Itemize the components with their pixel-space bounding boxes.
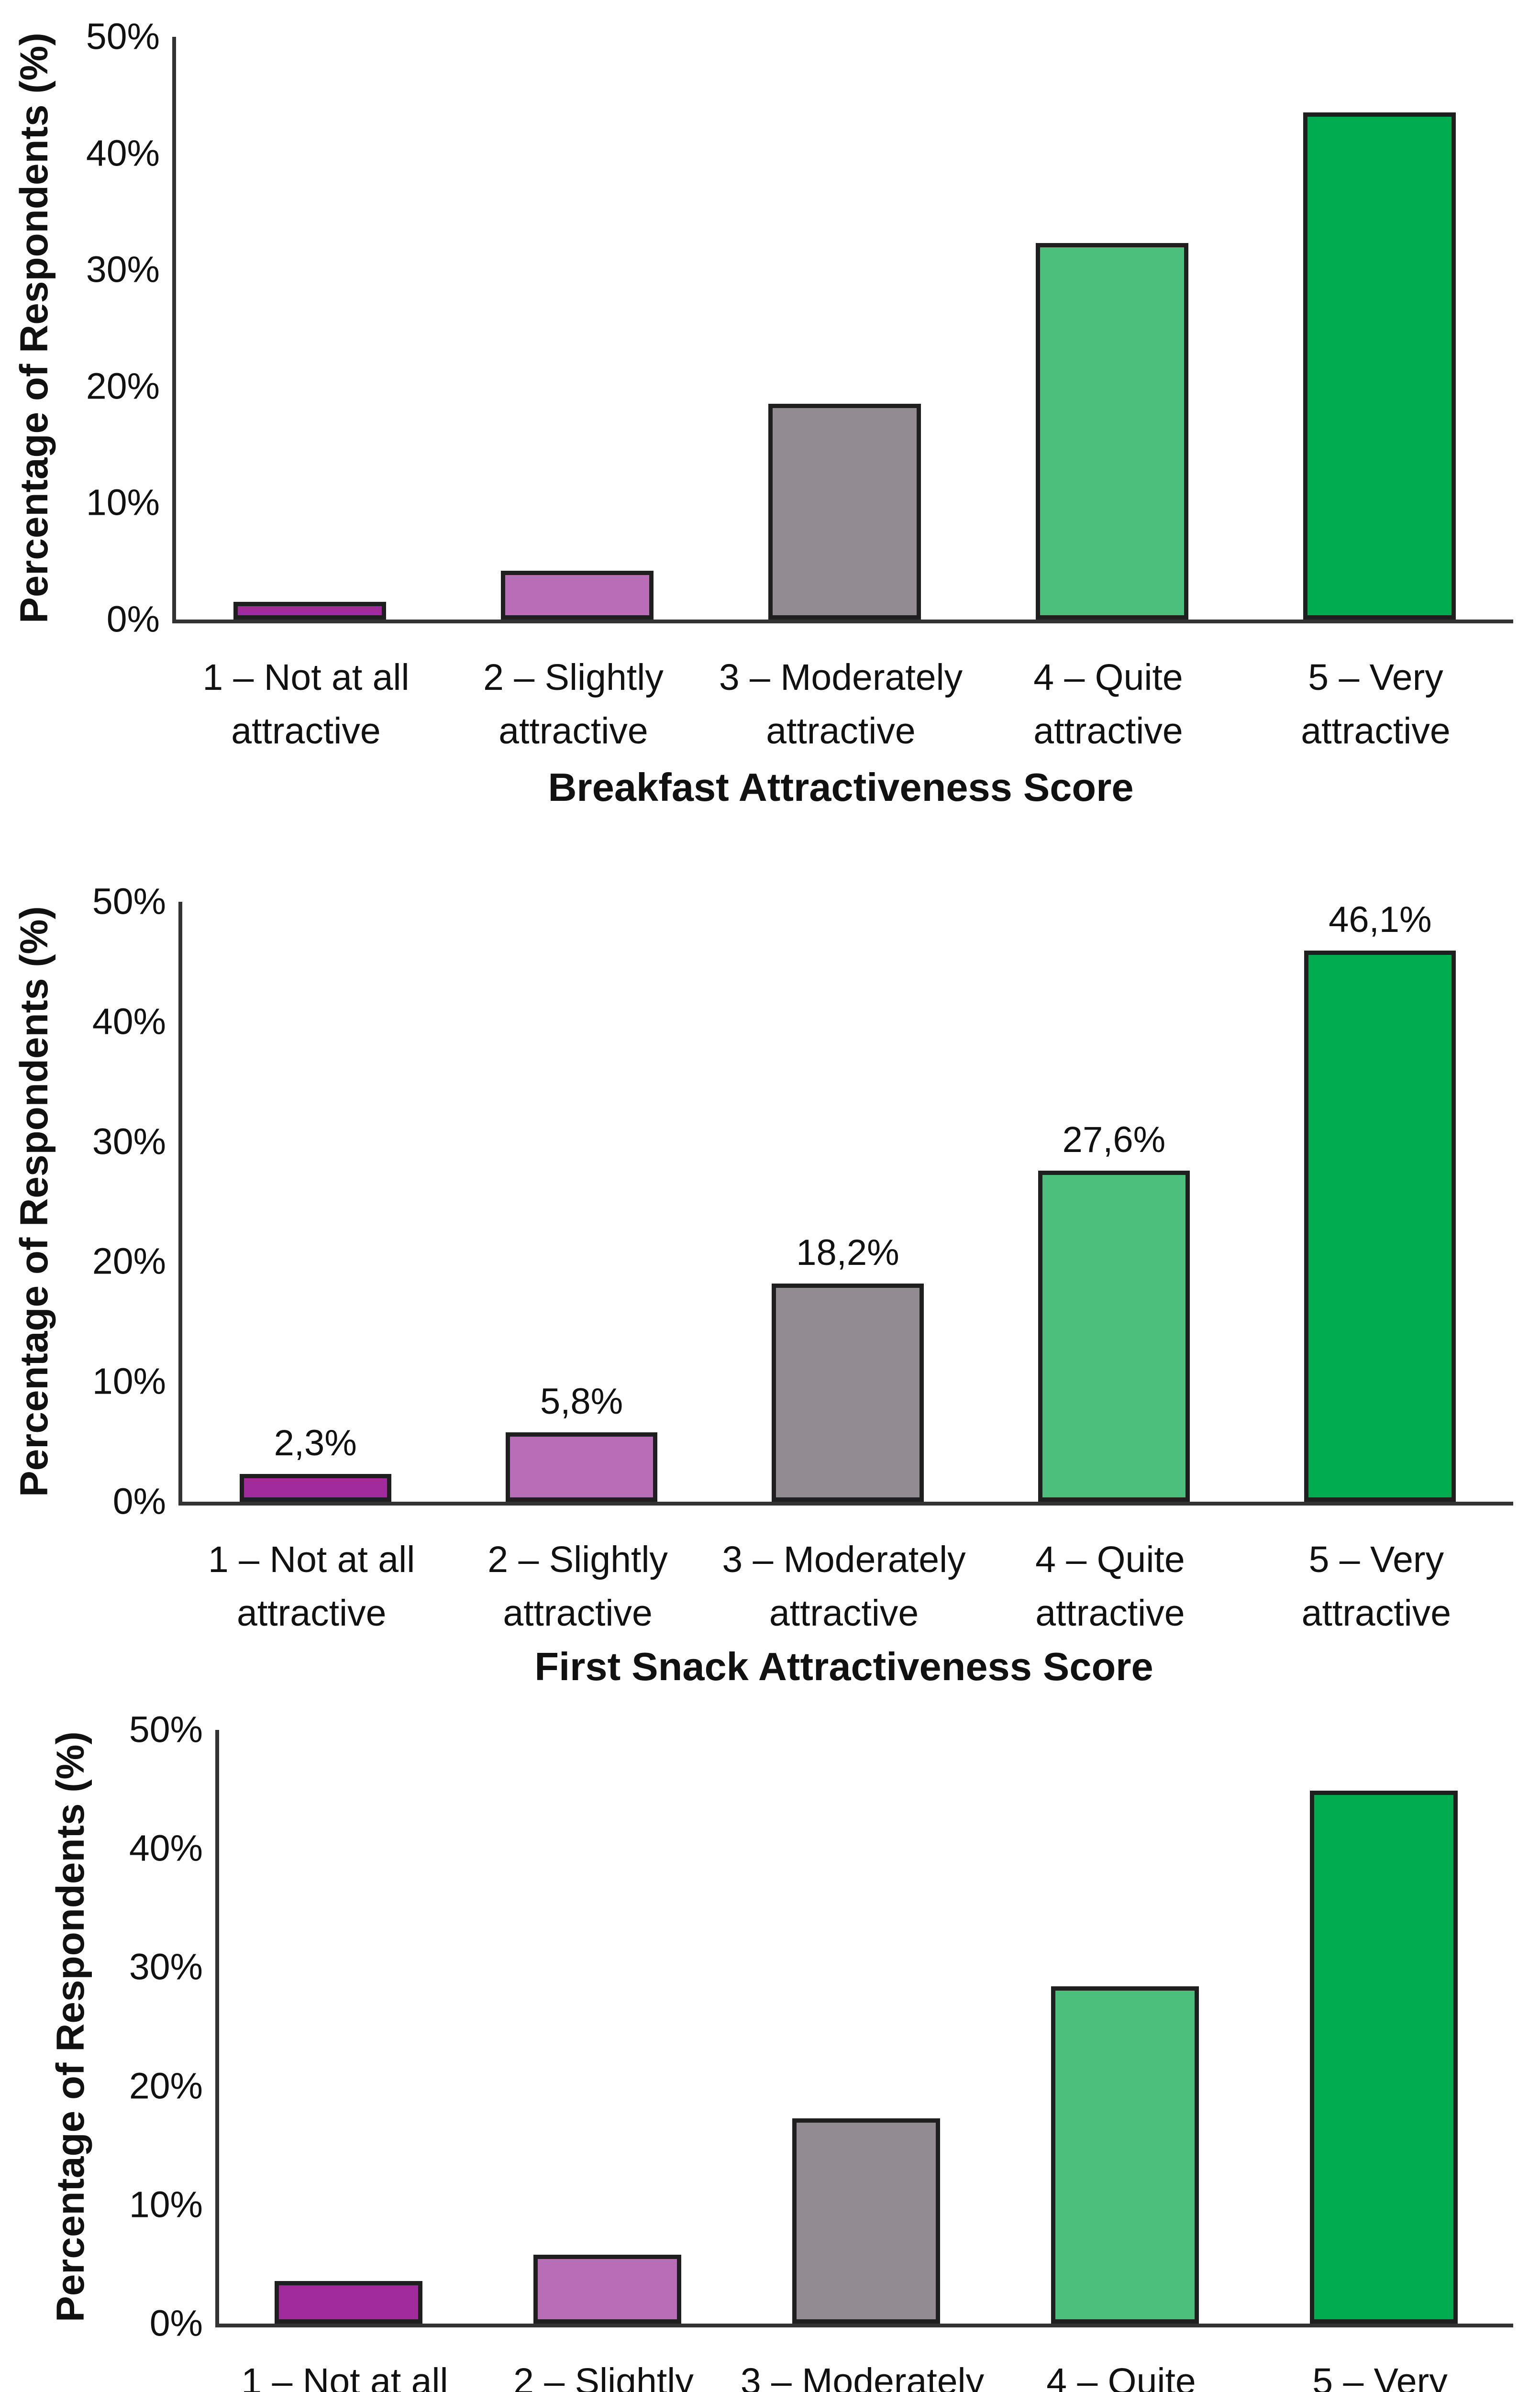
y-axis-title: Percentage of Respondents (%) — [12, 906, 56, 1497]
bar-slot — [1254, 1730, 1513, 2324]
bar-slot: 27,6% — [981, 902, 1247, 1502]
bar-slot: 46,1% — [1247, 902, 1513, 1502]
bar-slot: 5,8% — [448, 902, 714, 1502]
y-tick-label: 0% — [106, 598, 160, 640]
chart-lunch: Percentage of Respondents (%) 0% 10% 20% 30… — [0, 1665, 1540, 2392]
bar-value-label: 27,6% — [1062, 1119, 1166, 1160]
bar-slot — [711, 37, 978, 620]
y-tick-label: 20% — [92, 1240, 166, 1282]
y-tick-label: 40% — [92, 1001, 166, 1042]
bar-slot — [176, 37, 443, 620]
bar-4 — [1038, 1170, 1190, 1502]
chart-first-snack: Percentage of Respondents (%) 0% 10% 20% 30… — [0, 832, 1540, 1689]
x-axis-title: First Snack Attractiveness Score — [534, 1644, 1153, 1689]
bar-value-label: 18,2% — [796, 1232, 899, 1273]
bar-3 — [768, 404, 921, 620]
y-tick-label: 20% — [86, 365, 160, 407]
plot-area-breakfast: 0% 10% 20% 30% 40% 50% — [86, 18, 1513, 638]
bar-4 — [1036, 243, 1188, 620]
y-tick-label: 10% — [92, 1361, 166, 1402]
bar-slot — [443, 37, 711, 620]
bar-slot: 18,2% — [715, 902, 981, 1502]
y-tick-label: 50% — [92, 881, 166, 922]
y-tick-label: 20% — [129, 2065, 203, 2107]
bar-1 — [239, 1474, 391, 1502]
y-tick-label: 30% — [86, 249, 160, 290]
y-tick-label: 30% — [129, 1946, 203, 1988]
bar-slot — [478, 1730, 737, 2324]
bar-value-label: 46,1% — [1329, 899, 1432, 940]
y-tick-label: 0% — [149, 2303, 203, 2344]
y-axis-title: Percentage of Respondents (%) — [12, 33, 56, 624]
bar-slot: 2,3% — [182, 902, 448, 1502]
bar-2 — [501, 570, 654, 620]
bar-slot — [1246, 37, 1513, 620]
bar-5 — [1304, 951, 1456, 1502]
bar-2 — [533, 2255, 681, 2324]
bar-value-label: 2,3% — [274, 1423, 357, 1464]
plot-area-lunch: 0% 10% 20% 30% 40% 50% — [129, 1711, 1513, 2342]
bar-3 — [772, 1283, 924, 1502]
x-axis-title: Breakfast Attractiveness Score — [548, 765, 1134, 809]
bar-1 — [275, 2281, 422, 2324]
bar-slot — [996, 1730, 1254, 2324]
bar-slot — [737, 1730, 996, 2324]
bars — [219, 1730, 1513, 2324]
bars: 2,3% 5,8% 18,2% 27,6% 46,1% — [182, 902, 1513, 1502]
y-tick-label: 50% — [86, 16, 160, 57]
bar-slot — [219, 1730, 478, 2324]
y-tick-label: 30% — [92, 1121, 166, 1163]
bars — [176, 37, 1513, 620]
bar-value-label: 5,8% — [540, 1381, 623, 1422]
plot-area-first-snack: 0% 10% 20% 30% 40% 50% 2,3% 5,8% 18,2% 27,6% 46,1% — [92, 883, 1513, 1520]
bar-slot — [978, 37, 1246, 620]
bar-4 — [1051, 1986, 1199, 2324]
y-tick-label: 10% — [129, 2184, 203, 2226]
bar-5 — [1310, 1790, 1458, 2324]
bar-1 — [233, 602, 386, 620]
y-tick-label: 40% — [129, 1827, 203, 1869]
y-tick-label: 10% — [86, 482, 160, 523]
y-axis-title: Percentage of Respondents (%) — [49, 1731, 92, 2322]
y-tick-label: 40% — [86, 133, 160, 174]
bar-2 — [506, 1432, 658, 1502]
bar-5 — [1303, 112, 1456, 620]
y-tick-label: 0% — [112, 1481, 166, 1522]
chart-breakfast: Percentage of Respondents (%) 0% 10% 20% 30… — [0, 0, 1540, 832]
bar-3 — [792, 2118, 940, 2324]
y-tick-label: 50% — [129, 1709, 203, 1750]
